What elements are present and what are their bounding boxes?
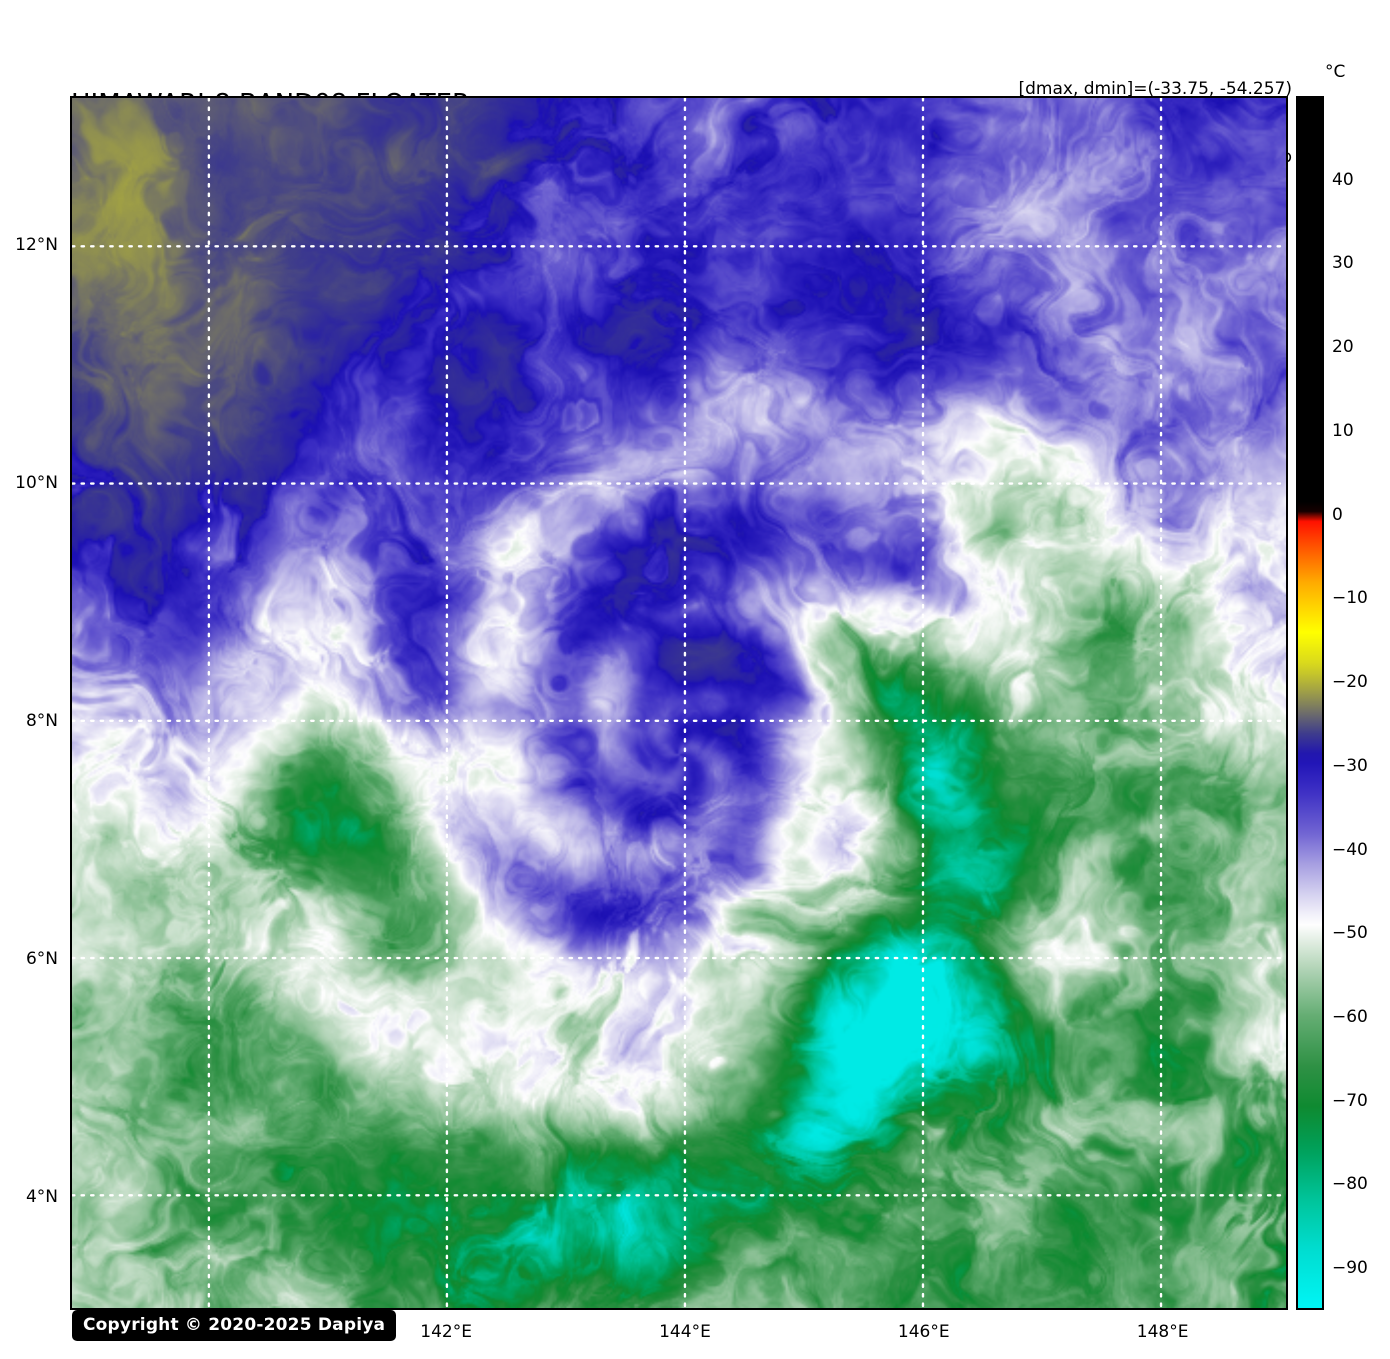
- lon-tick-148: 148°E: [1136, 1322, 1189, 1342]
- colorbar-tick-30: 30: [1332, 253, 1354, 274]
- colorbar-tick-10: 10: [1332, 420, 1354, 441]
- colorbar-tick-minus50: −50: [1332, 923, 1368, 944]
- colorbar-tick-minus10: −10: [1332, 588, 1368, 609]
- lat-tick-10: 10°N: [15, 472, 58, 493]
- lat-tick-6: 6°N: [25, 948, 58, 969]
- copyright-badge: Copyright © 2020-2025 Dapiya: [72, 1310, 397, 1341]
- data-range-annotation: [dmax, dmin]=(-33.75, -54.257): [1018, 78, 1293, 99]
- colorbar-tick-minus20: −20: [1332, 672, 1368, 693]
- colorbar-tick-minus30: −30: [1332, 755, 1368, 776]
- colorbar-tick-minus80: −80: [1332, 1174, 1368, 1195]
- colorbar-tick-minus90: −90: [1332, 1258, 1368, 1279]
- lat-tick-4: 4°N: [25, 1186, 58, 1207]
- colorbar-tick-minus40: −40: [1332, 839, 1368, 860]
- lon-tick-144: 144°E: [659, 1322, 711, 1342]
- colorbar-tick-20: 20: [1332, 337, 1354, 358]
- lat-tick-12: 12°N: [15, 234, 58, 255]
- lat-tick-8: 8°N: [25, 710, 58, 731]
- colorbar[interactable]: [1296, 96, 1324, 1310]
- satellite-plot-area[interactable]: [70, 96, 1288, 1310]
- lon-tick-142: 142°E: [420, 1322, 472, 1342]
- colorbar-tick-0: 0: [1332, 504, 1343, 525]
- lon-tick-146: 146°E: [897, 1322, 950, 1342]
- colorbar-tick-40: 40: [1332, 169, 1354, 190]
- brightness-temperature-heatmap: [72, 98, 1286, 1308]
- colorbar-tick-minus60: −60: [1332, 1006, 1368, 1027]
- colorbar-unit-label: °C: [1325, 62, 1346, 82]
- colorbar-gradient: [1298, 98, 1322, 1308]
- colorbar-tick-minus70: −70: [1332, 1090, 1368, 1111]
